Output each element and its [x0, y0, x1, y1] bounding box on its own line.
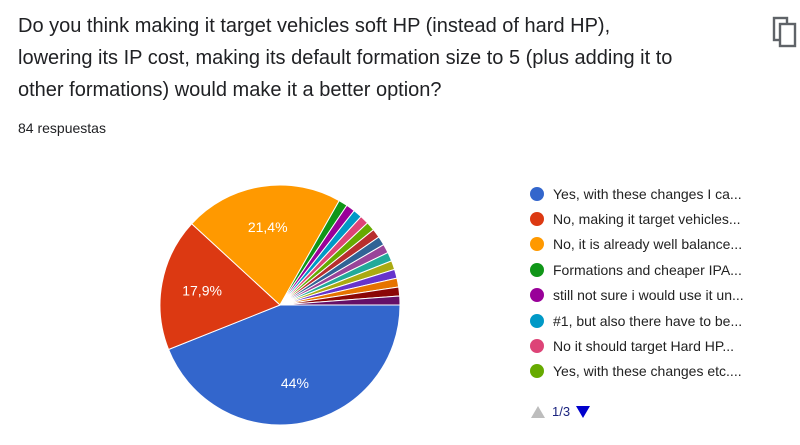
- legend-label: No, it is already well balance...: [553, 236, 743, 253]
- legend-item-1[interactable]: Yes, with these changes I ca...: [530, 181, 775, 206]
- legend-label: Yes, with these changes etc....: [553, 363, 742, 380]
- pie-chart: 44% 17,9% 21,4%: [159, 184, 401, 426]
- question-line-2: lowering its IP cost, making its default…: [18, 47, 673, 69]
- legend-item-3[interactable]: No, it is already well balance...: [530, 232, 775, 257]
- legend-label: Yes, with these changes I ca...: [553, 185, 742, 202]
- question-title: Do you think making it target vehicles s…: [18, 10, 758, 106]
- pie-slice-label-3: 21,4%: [248, 219, 288, 235]
- question-line-1: Do you think making it target vehicles s…: [18, 15, 611, 37]
- legend-item-8[interactable]: Yes, with these changes etc....: [530, 359, 775, 384]
- triangle-down-icon: [576, 405, 591, 418]
- triangle-up-icon: [531, 405, 545, 418]
- legend-label: No it should target Hard HP...: [553, 338, 735, 355]
- response-count: 84 respuestas: [18, 120, 106, 136]
- legend-swatch: [530, 339, 544, 354]
- pie-slice-label-2: 17,9%: [182, 283, 222, 299]
- legend-item-5[interactable]: still not sure i would use it un...: [530, 283, 775, 308]
- legend-pager: 1/3: [530, 404, 591, 419]
- legend: Yes, with these changes I ca... No, makin…: [530, 181, 775, 384]
- pie-slice-1[interactable]: [167, 304, 401, 426]
- pie-slice-17[interactable]: [279, 295, 401, 306]
- legend-label: Formations and cheaper IPA...: [553, 261, 742, 278]
- legend-swatch: [530, 364, 544, 379]
- legend-item-4[interactable]: Formations and cheaper IPA...: [530, 257, 775, 282]
- pie-slice-3[interactable]: [190, 184, 340, 306]
- legend-swatch: [530, 186, 544, 201]
- copy-button[interactable]: [771, 14, 799, 50]
- legend-swatch: [530, 313, 544, 328]
- legend-item-2[interactable]: No, making it target vehicles...: [530, 206, 775, 231]
- question-line-3: other formations) would make it a better…: [18, 79, 442, 101]
- legend-swatch: [530, 212, 544, 227]
- legend-label: No, making it target vehicles...: [553, 211, 741, 228]
- legend-swatch: [530, 237, 544, 252]
- legend-next-button[interactable]: [575, 405, 591, 419]
- legend-label: #1, but also there have to be...: [553, 312, 743, 329]
- legend-swatch: [530, 262, 544, 277]
- pie-slice-label-1: 44%: [281, 375, 309, 391]
- copy-icon: [772, 16, 797, 48]
- legend-swatch: [530, 288, 544, 303]
- legend-page-indicator: 1/3: [552, 404, 571, 419]
- pie-slice-2[interactable]: [159, 223, 281, 351]
- legend-item-7[interactable]: No it should target Hard HP...: [530, 333, 775, 358]
- legend-prev-button[interactable]: [530, 405, 546, 419]
- legend-item-6[interactable]: #1, but also there have to be...: [530, 308, 775, 333]
- legend-label: still not sure i would use it un...: [553, 287, 744, 304]
